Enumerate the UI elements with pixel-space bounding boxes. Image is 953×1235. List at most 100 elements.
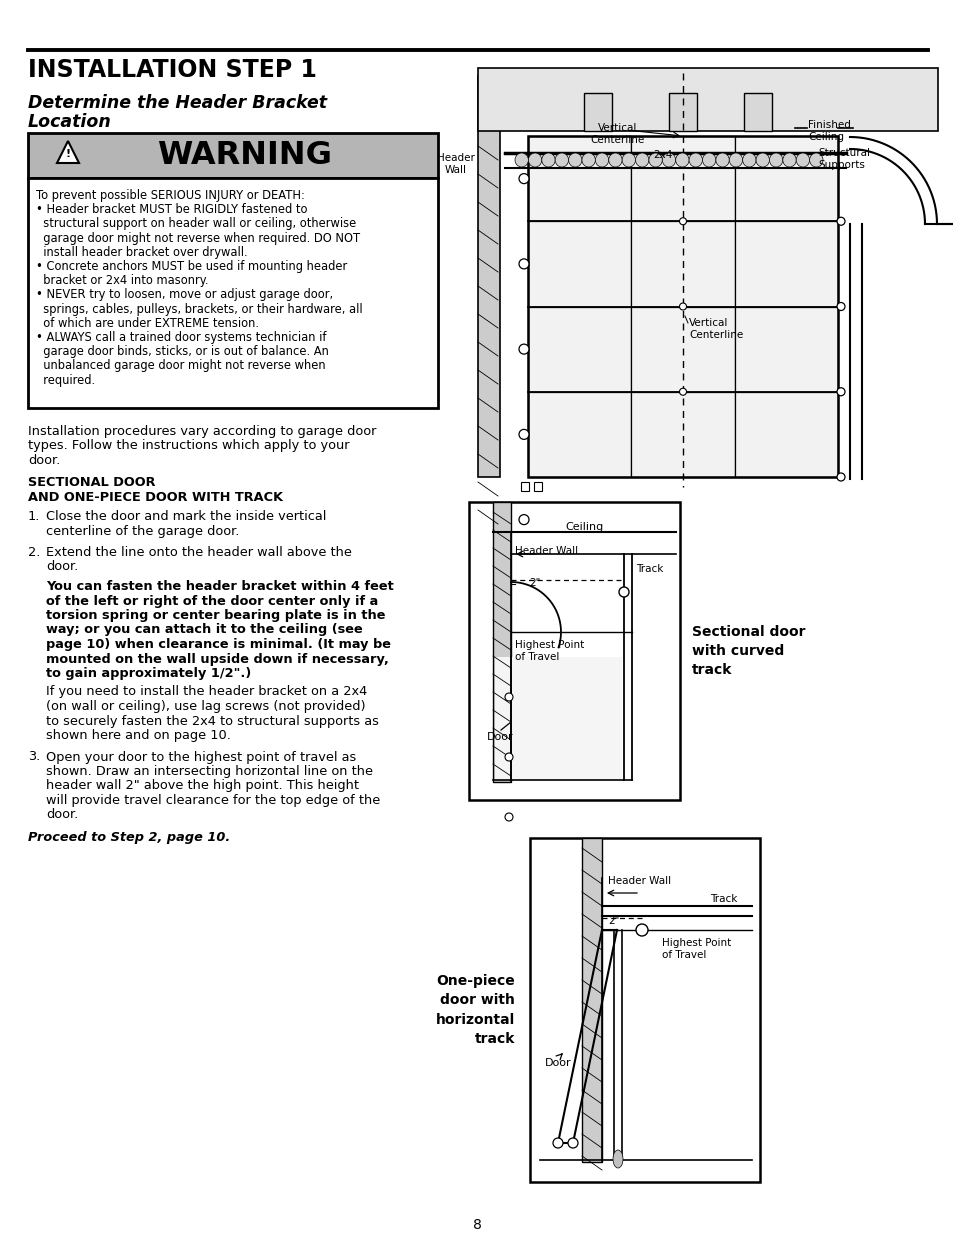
Ellipse shape <box>701 153 715 167</box>
Ellipse shape <box>541 153 555 167</box>
Circle shape <box>504 693 513 701</box>
Text: torsion spring or center bearing plate is in the: torsion spring or center bearing plate i… <box>46 609 385 622</box>
Text: Header
Wall: Header Wall <box>436 153 475 174</box>
Text: Header Wall: Header Wall <box>607 876 670 885</box>
Circle shape <box>518 174 529 184</box>
Text: (on wall or ceiling), use lag screws (not provided): (on wall or ceiling), use lag screws (no… <box>46 700 365 713</box>
Text: 2.: 2. <box>28 546 40 559</box>
Ellipse shape <box>635 153 648 167</box>
Text: of the left or right of the door center only if a: of the left or right of the door center … <box>46 594 377 608</box>
Circle shape <box>618 587 628 597</box>
Text: Door: Door <box>486 732 513 742</box>
Circle shape <box>836 217 844 225</box>
Ellipse shape <box>648 153 661 167</box>
Bar <box>583 93 612 131</box>
Text: WARNING: WARNING <box>157 140 333 170</box>
Circle shape <box>518 515 529 525</box>
Ellipse shape <box>661 153 675 167</box>
Ellipse shape <box>568 153 581 167</box>
Text: Structural
Supports: Structural Supports <box>817 148 869 169</box>
Text: Determine the Header Bracket: Determine the Header Bracket <box>28 94 327 112</box>
Bar <box>527 136 631 221</box>
Text: 2": 2" <box>529 578 539 588</box>
Ellipse shape <box>613 1150 622 1168</box>
Text: 8: 8 <box>472 1218 481 1233</box>
Text: Sectional door
with curved
track: Sectional door with curved track <box>691 625 804 678</box>
Bar <box>530 839 760 1182</box>
Circle shape <box>679 388 686 395</box>
Text: door.: door. <box>28 454 60 467</box>
Bar <box>493 501 511 782</box>
Text: INSTALLATION STEP 1: INSTALLATION STEP 1 <box>28 58 316 82</box>
Text: centerline of the garage door.: centerline of the garage door. <box>46 525 239 537</box>
Text: Close the door and mark the inside vertical: Close the door and mark the inside verti… <box>46 510 326 522</box>
Bar <box>581 839 601 1162</box>
Bar <box>28 178 437 408</box>
Circle shape <box>836 473 844 480</box>
Ellipse shape <box>608 153 621 167</box>
Text: mounted on the wall upside down if necessary,: mounted on the wall upside down if neces… <box>46 652 389 666</box>
Ellipse shape <box>688 153 701 167</box>
Bar <box>631 306 734 391</box>
Bar <box>668 93 697 131</box>
Text: to gain approximately 1/2".): to gain approximately 1/2".) <box>46 667 251 680</box>
Circle shape <box>679 303 686 310</box>
Circle shape <box>567 1137 578 1149</box>
Text: 3.: 3. <box>28 751 40 763</box>
Bar <box>631 221 734 306</box>
Ellipse shape <box>621 153 635 167</box>
Text: 1.: 1. <box>28 510 40 522</box>
Text: • ALWAYS call a trained door systems technician if: • ALWAYS call a trained door systems tec… <box>36 331 326 345</box>
Circle shape <box>504 813 513 821</box>
Bar <box>527 306 631 391</box>
Text: shown here and on page 10.: shown here and on page 10. <box>46 729 231 742</box>
Text: unbalanced garage door might not reverse when: unbalanced garage door might not reverse… <box>36 359 325 373</box>
Text: Header Wall: Header Wall <box>515 546 578 556</box>
Ellipse shape <box>728 153 741 167</box>
Circle shape <box>504 753 513 761</box>
Text: Track: Track <box>709 894 737 904</box>
Bar <box>520 482 529 492</box>
Bar <box>477 68 937 131</box>
Text: door.: door. <box>46 809 78 821</box>
Text: Proceed to Step 2, page 10.: Proceed to Step 2, page 10. <box>28 831 230 844</box>
Ellipse shape <box>769 153 782 167</box>
Text: Highest Point
of Travel: Highest Point of Travel <box>515 640 583 662</box>
Text: shown. Draw an intersecting horizontal line on the: shown. Draw an intersecting horizontal l… <box>46 764 373 778</box>
Bar <box>527 391 631 477</box>
Text: • Concrete anchors MUST be used if mounting header: • Concrete anchors MUST be used if mount… <box>36 261 347 273</box>
Bar <box>734 136 837 221</box>
Ellipse shape <box>715 153 728 167</box>
Ellipse shape <box>581 153 595 167</box>
Ellipse shape <box>515 153 528 167</box>
Text: Ceiling: Ceiling <box>565 522 603 532</box>
Bar <box>743 93 771 131</box>
Ellipse shape <box>796 153 809 167</box>
Text: install header bracket over drywall.: install header bracket over drywall. <box>36 246 248 259</box>
Text: page 10) when clearance is minimal. (It may be: page 10) when clearance is minimal. (It … <box>46 638 391 651</box>
Text: To prevent possible SERIOUS INJURY or DEATH:: To prevent possible SERIOUS INJURY or DE… <box>36 189 305 203</box>
Text: Location: Location <box>28 112 112 131</box>
Text: Extend the line onto the header wall above the: Extend the line onto the header wall abo… <box>46 546 352 559</box>
Text: Vertical
Centerline: Vertical Centerline <box>590 124 644 144</box>
Text: garage door might not reverse when required. DO NOT: garage door might not reverse when requi… <box>36 232 359 245</box>
Text: Track: Track <box>636 564 662 574</box>
Text: One-piece
door with
horizontal
track: One-piece door with horizontal track <box>436 973 515 1046</box>
Bar <box>734 221 837 306</box>
Bar <box>495 657 621 781</box>
Text: If you need to install the header bracket on a 2x4: If you need to install the header bracke… <box>46 685 367 699</box>
Bar <box>527 221 631 306</box>
Circle shape <box>836 388 844 395</box>
Text: door.: door. <box>46 561 78 573</box>
Text: types. Follow the instructions which apply to your: types. Follow the instructions which app… <box>28 440 349 452</box>
Circle shape <box>518 259 529 269</box>
Ellipse shape <box>755 153 769 167</box>
Ellipse shape <box>595 153 608 167</box>
Text: bracket or 2x4 into masonry.: bracket or 2x4 into masonry. <box>36 274 209 288</box>
Text: !: ! <box>66 149 71 159</box>
Text: structural support on header wall or ceiling, otherwise: structural support on header wall or cei… <box>36 217 355 231</box>
Text: way; or you can attach it to the ceiling (see: way; or you can attach it to the ceiling… <box>46 624 362 636</box>
Bar <box>527 136 837 477</box>
Circle shape <box>636 924 647 936</box>
Text: Open your door to the highest point of travel as: Open your door to the highest point of t… <box>46 751 355 763</box>
